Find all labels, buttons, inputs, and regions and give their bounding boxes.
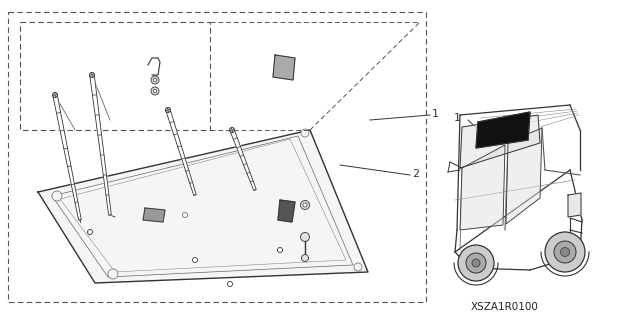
- Circle shape: [230, 128, 234, 132]
- Bar: [8, 12, 426, 302]
- Circle shape: [301, 233, 310, 241]
- Circle shape: [466, 253, 486, 273]
- Circle shape: [301, 255, 308, 262]
- Circle shape: [301, 201, 310, 210]
- Circle shape: [90, 72, 95, 78]
- Circle shape: [561, 248, 570, 256]
- Bar: [20, 22, 210, 130]
- Circle shape: [182, 212, 188, 218]
- Polygon shape: [506, 128, 542, 224]
- Circle shape: [153, 78, 157, 82]
- Polygon shape: [38, 130, 368, 283]
- Polygon shape: [90, 75, 111, 215]
- Polygon shape: [273, 55, 295, 80]
- Circle shape: [458, 245, 494, 281]
- Polygon shape: [230, 129, 256, 190]
- Polygon shape: [52, 94, 81, 220]
- Circle shape: [193, 257, 198, 263]
- Circle shape: [153, 89, 157, 93]
- Circle shape: [151, 76, 159, 84]
- Circle shape: [545, 232, 585, 272]
- Circle shape: [52, 93, 58, 98]
- Circle shape: [166, 108, 170, 113]
- Circle shape: [354, 263, 362, 271]
- Circle shape: [301, 129, 309, 137]
- Circle shape: [88, 229, 93, 234]
- Text: 2: 2: [412, 169, 419, 179]
- Polygon shape: [278, 200, 295, 222]
- Polygon shape: [568, 193, 581, 217]
- Polygon shape: [143, 208, 165, 222]
- Circle shape: [227, 281, 232, 286]
- Text: 1: 1: [432, 109, 439, 119]
- Circle shape: [303, 203, 307, 207]
- Polygon shape: [166, 109, 196, 196]
- Circle shape: [108, 269, 118, 279]
- Circle shape: [52, 191, 62, 201]
- Circle shape: [472, 259, 480, 267]
- Polygon shape: [460, 145, 505, 230]
- Circle shape: [151, 87, 159, 95]
- Circle shape: [554, 241, 576, 263]
- Polygon shape: [476, 112, 530, 148]
- Circle shape: [560, 237, 570, 247]
- Text: XSZA1R0100: XSZA1R0100: [471, 302, 539, 312]
- Polygon shape: [460, 115, 540, 168]
- Text: 1: 1: [454, 113, 461, 123]
- Circle shape: [278, 248, 282, 253]
